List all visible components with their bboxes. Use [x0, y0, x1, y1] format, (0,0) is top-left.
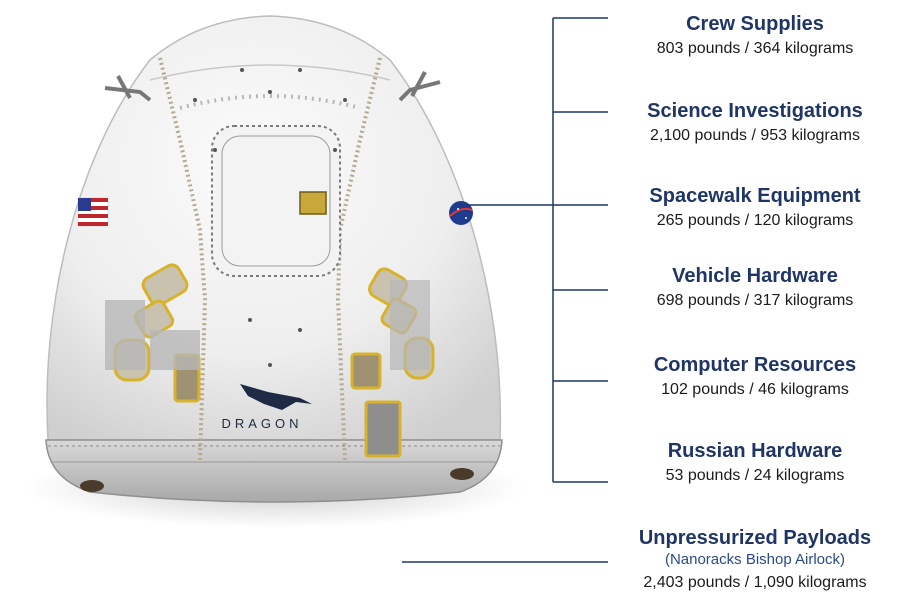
- category-computer-resources: Computer Resources 102 pounds / 46 kilog…: [610, 353, 900, 401]
- category-title: Russian Hardware: [667, 440, 843, 462]
- category-science-investigations: Science Investigations 2,100 pounds / 95…: [610, 99, 900, 147]
- category-title: Crew Supplies: [686, 13, 824, 35]
- category-vehicle-hardware: Vehicle Hardware 698 pounds / 317 kilogr…: [610, 264, 900, 312]
- category-russian-hardware: Russian Hardware 53 pounds / 24 kilogram…: [610, 439, 900, 487]
- category-title: Vehicle Hardware: [672, 265, 838, 287]
- category-mass: 803 pounds / 364 kilograms: [656, 40, 854, 57]
- category-subtitle: (Nanoracks Bishop Airlock): [664, 551, 846, 568]
- us-flag-icon: [77, 197, 109, 227]
- category-title: Unpressurized Payloads: [638, 527, 872, 549]
- category-mass: 102 pounds / 46 kilograms: [661, 381, 849, 398]
- nasa-logo-icon: [449, 201, 473, 225]
- right-strut: [398, 71, 441, 102]
- category-mass: 53 pounds / 24 kilograms: [665, 467, 845, 484]
- category-unpressurized-payloads: Unpressurized Payloads (Nanoracks Bishop…: [610, 526, 900, 594]
- category-mass: 698 pounds / 317 kilograms: [656, 292, 854, 309]
- category-title: Spacewalk Equipment: [649, 185, 861, 207]
- left-strut: [104, 75, 152, 102]
- category-crew-supplies: Crew Supplies 803 pounds / 364 kilograms: [610, 12, 900, 60]
- capsule-trunk: [45, 439, 503, 503]
- category-title: Computer Resources: [653, 354, 857, 376]
- category-mass: 265 pounds / 120 kilograms: [656, 212, 854, 229]
- category-title: Science Investigations: [647, 100, 863, 122]
- dragon-logo: DRAGON: [221, 384, 312, 431]
- category-mass: 2,403 pounds / 1,090 kilograms: [643, 574, 867, 591]
- dragon-capsule-image: DRAGON: [25, 15, 525, 528]
- category-spacewalk-equipment: Spacewalk Equipment 265 pounds / 120 kil…: [610, 184, 900, 232]
- hatch-panel: [211, 125, 341, 277]
- category-mass: 2,100 pounds / 953 kilograms: [650, 127, 860, 144]
- dragon-logo-text: DRAGON: [221, 416, 302, 431]
